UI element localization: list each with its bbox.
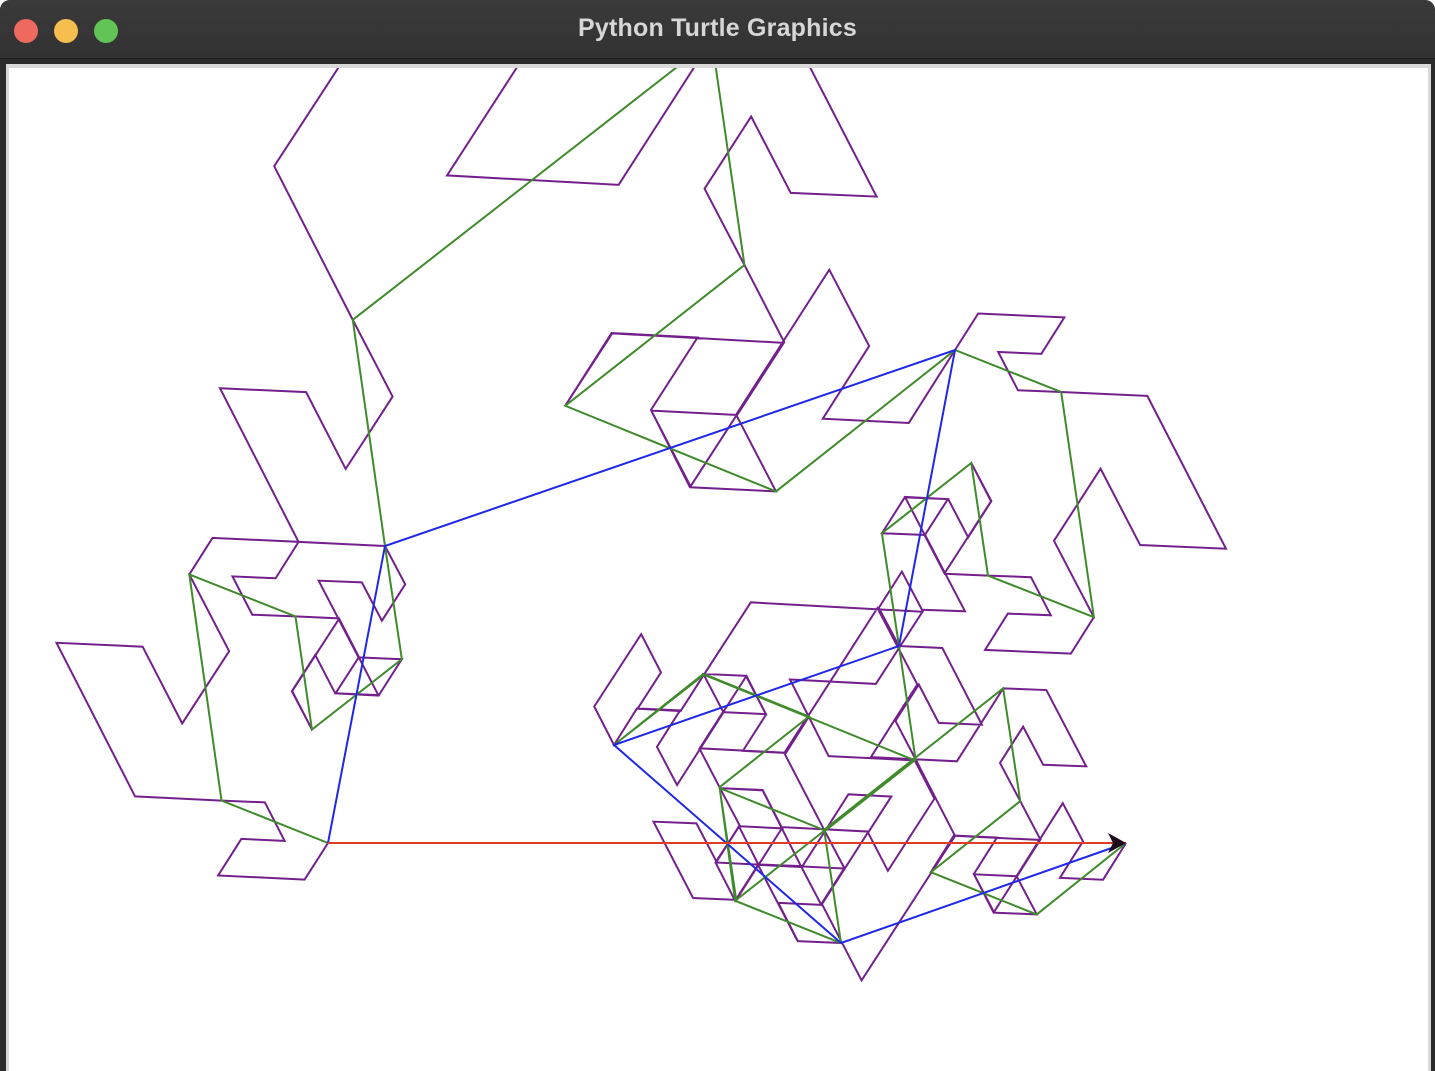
turtle-drawing [54,68,1228,983]
zoom-button[interactable] [94,19,118,43]
drawing-canvas[interactable] [9,68,1428,1071]
blue-fractal-path [327,348,1127,945]
title-bar[interactable]: Python Turtle Graphics [0,0,1435,59]
close-button[interactable] [14,19,38,43]
window-title: Python Turtle Graphics [578,14,857,42]
canvas-frame [6,64,1431,1071]
turtle-arrow-icon [1108,833,1126,853]
green-fractal-path [188,68,1127,945]
minimize-button[interactable] [54,19,78,43]
